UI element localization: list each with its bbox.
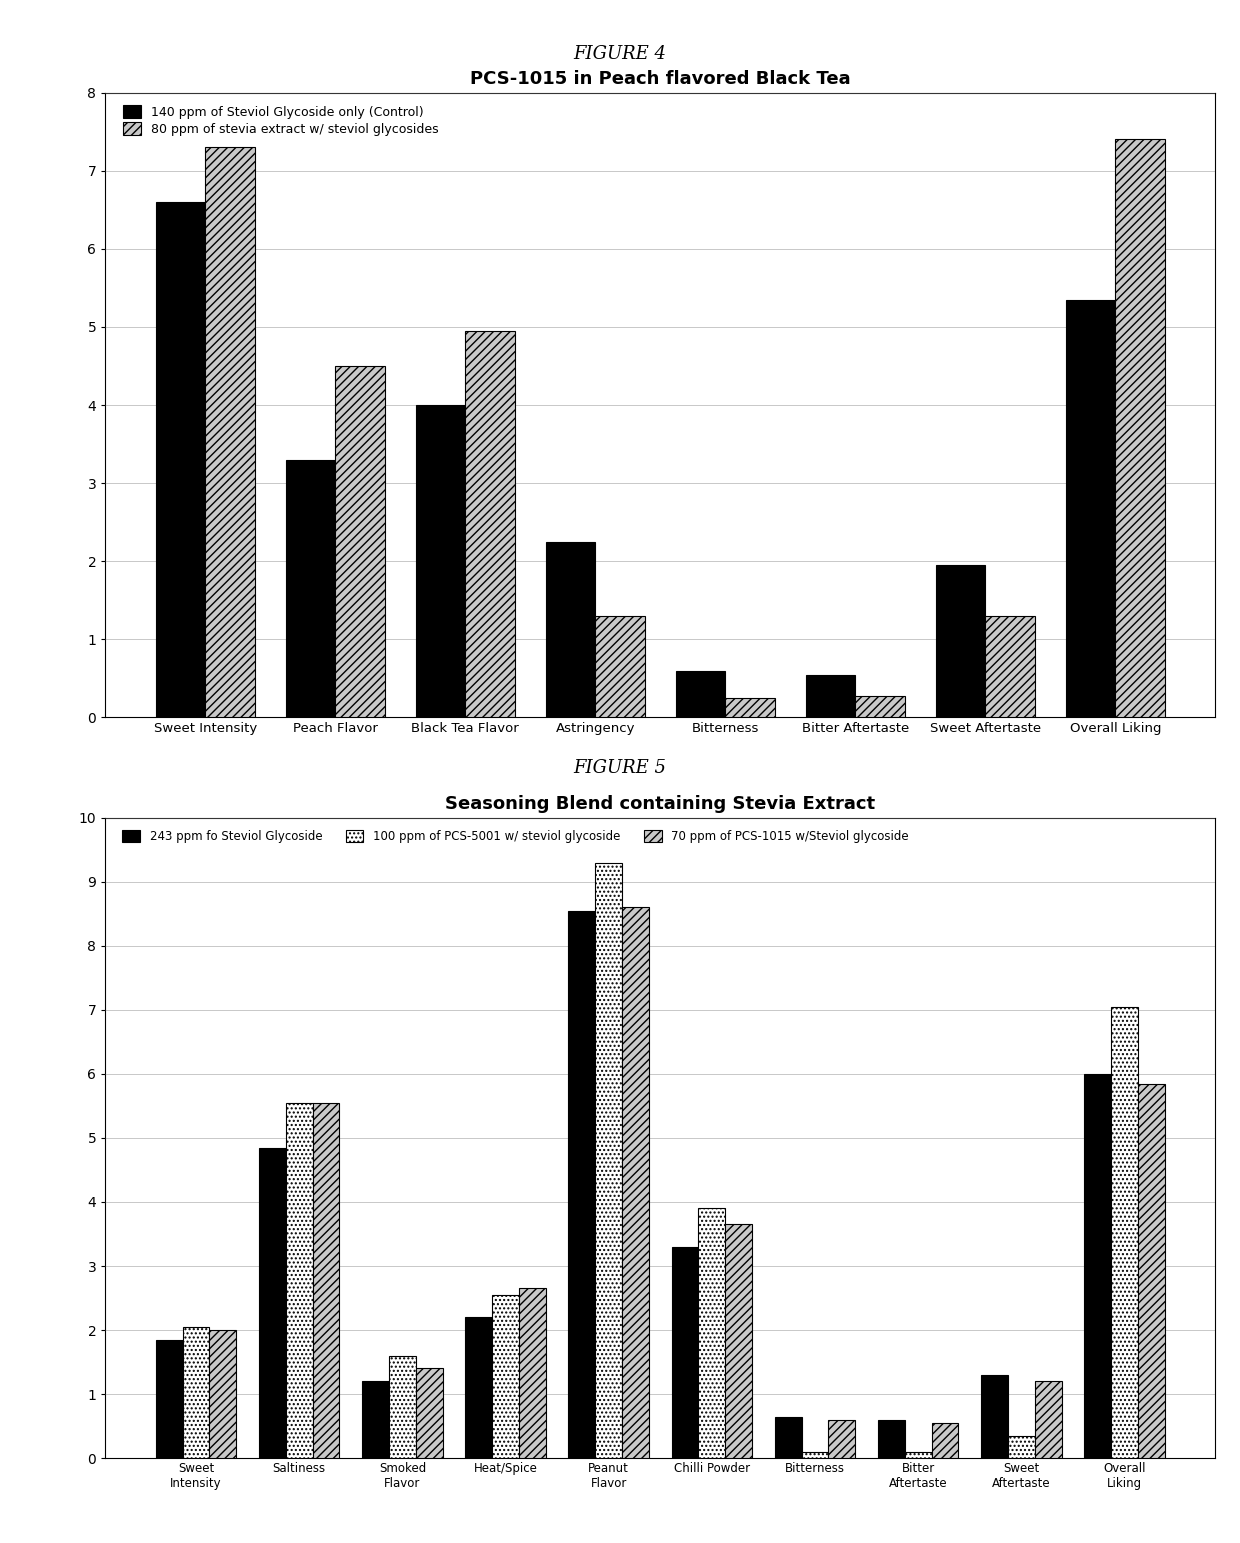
Bar <box>725 697 775 717</box>
Bar <box>1115 139 1164 717</box>
Bar <box>981 1375 1008 1458</box>
Bar <box>362 1381 389 1458</box>
Bar <box>286 460 335 717</box>
Bar <box>182 1327 210 1458</box>
Bar <box>828 1420 856 1458</box>
Title: PCS-1015 in Peach flavored Black Tea: PCS-1015 in Peach flavored Black Tea <box>470 71 851 88</box>
Bar <box>595 863 622 1458</box>
Bar <box>698 1208 725 1458</box>
Bar <box>775 1416 801 1458</box>
Title: Seasoning Blend containing Stevia Extract: Seasoning Blend containing Stevia Extrac… <box>445 796 875 813</box>
Bar <box>622 907 649 1458</box>
Bar <box>801 1452 828 1458</box>
Bar <box>465 1318 492 1458</box>
Bar <box>1138 1083 1164 1458</box>
Bar <box>492 1295 520 1458</box>
Bar <box>676 671 725 717</box>
Bar <box>1034 1381 1061 1458</box>
Bar <box>936 565 986 717</box>
Text: FIGURE 4: FIGURE 4 <box>573 45 667 63</box>
Bar <box>520 1288 546 1458</box>
Legend: 140 ppm of Steviol Glycoside only (Control), 80 ppm of stevia extract w/ steviol: 140 ppm of Steviol Glycoside only (Contr… <box>123 105 439 136</box>
Bar <box>1084 1074 1111 1458</box>
Bar <box>335 366 384 717</box>
Bar <box>415 1369 443 1458</box>
Bar <box>259 1148 286 1458</box>
Bar <box>856 696 905 717</box>
Bar <box>905 1452 931 1458</box>
Legend: 243 ppm fo Steviol Glycoside, 100 ppm of PCS-5001 w/ steviol glycoside, 70 ppm o: 243 ppm fo Steviol Glycoside, 100 ppm of… <box>123 830 909 842</box>
Bar <box>1111 1006 1138 1458</box>
Bar <box>986 616 1034 717</box>
Bar <box>206 147 254 717</box>
Bar <box>878 1420 905 1458</box>
Bar <box>806 674 856 717</box>
Bar <box>546 542 595 717</box>
Bar <box>568 910 595 1458</box>
Bar <box>672 1247 698 1458</box>
Bar <box>931 1423 959 1458</box>
Bar <box>156 1339 182 1458</box>
Bar <box>1008 1435 1034 1458</box>
Bar <box>286 1103 312 1458</box>
Bar <box>415 404 465 717</box>
Bar <box>210 1330 237 1458</box>
Bar <box>389 1356 415 1458</box>
Bar <box>725 1225 753 1458</box>
Text: FIGURE 5: FIGURE 5 <box>573 759 667 778</box>
Bar <box>156 202 206 717</box>
Bar <box>465 330 515 717</box>
Bar <box>1066 299 1115 717</box>
Bar <box>312 1103 340 1458</box>
Bar <box>595 616 645 717</box>
